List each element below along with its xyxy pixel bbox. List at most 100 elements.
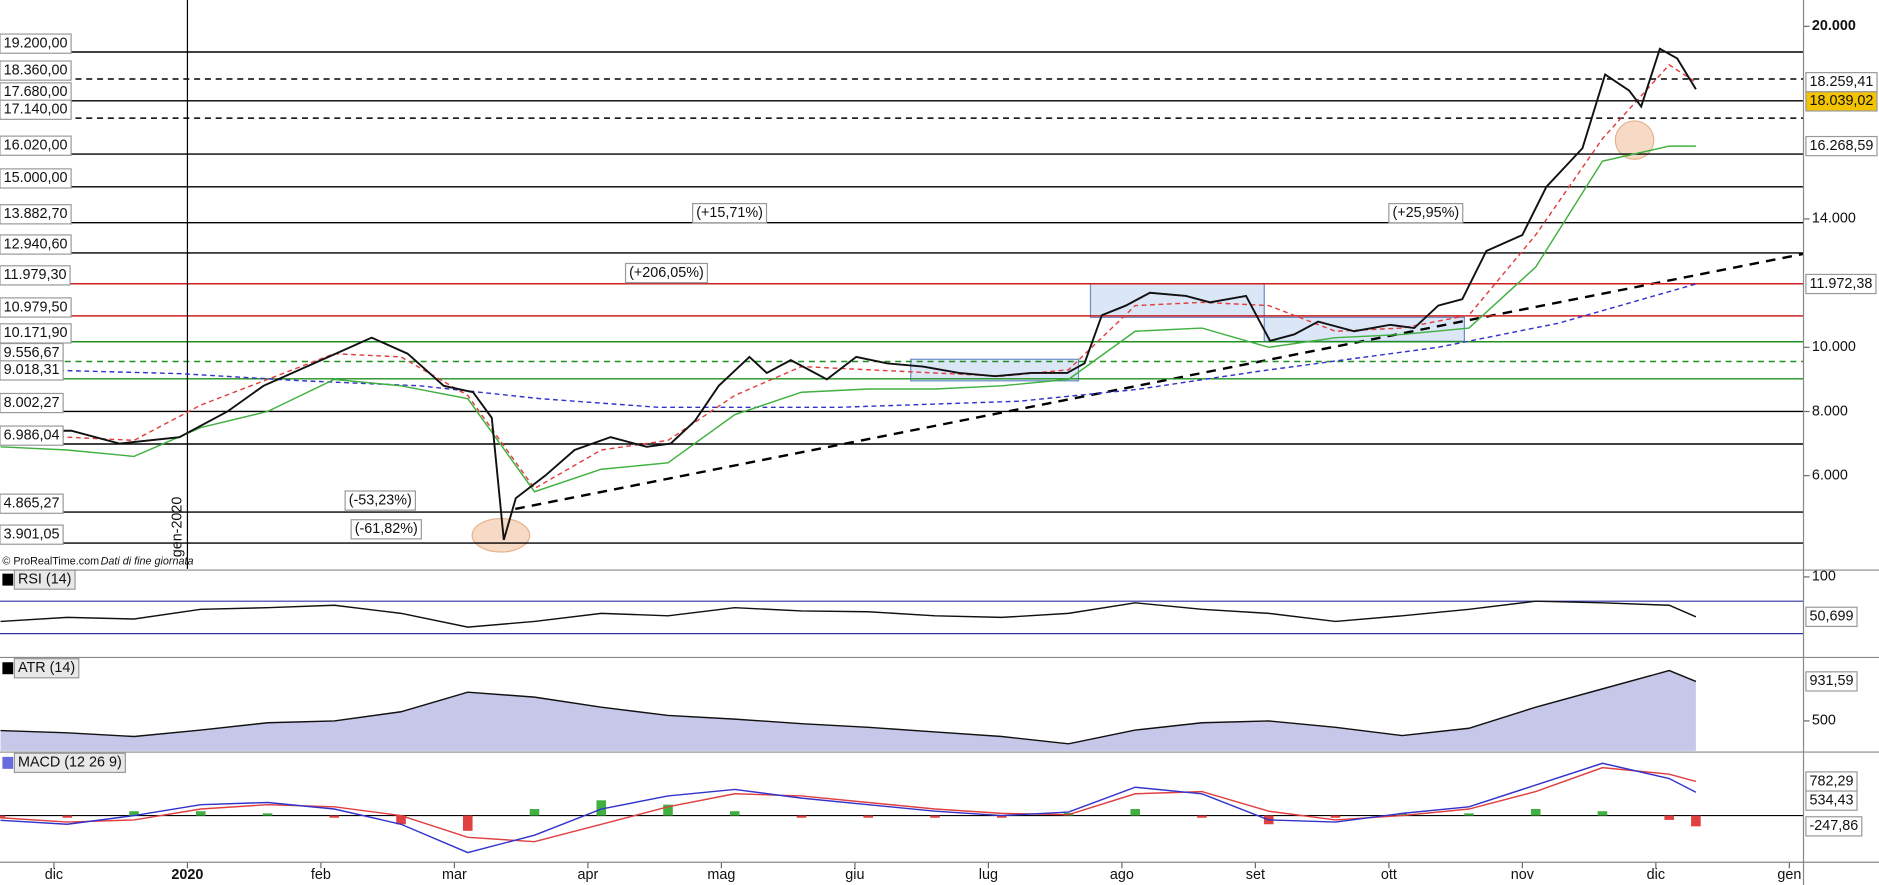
panel-icon bbox=[2, 756, 14, 769]
bar bbox=[1597, 811, 1608, 816]
bar bbox=[329, 815, 340, 818]
last-value-label: 782,29 bbox=[1809, 773, 1853, 789]
annotation-group: (+15,71%) bbox=[692, 202, 768, 224]
level-label-group: 6.986,04 bbox=[0, 425, 64, 446]
last-value-label-group: 11.972,38 bbox=[1805, 273, 1877, 295]
y-tick-label: 14.000 bbox=[1812, 211, 1856, 227]
x-tick-label: mag bbox=[707, 867, 735, 883]
level-label-group: 13.882,70 bbox=[0, 204, 72, 225]
annotation-box bbox=[692, 202, 768, 224]
level-label-box bbox=[0, 60, 72, 81]
bar bbox=[1530, 809, 1541, 816]
bar bbox=[195, 811, 206, 816]
level-label-box bbox=[0, 360, 64, 381]
level-label: 4.865,27 bbox=[4, 496, 60, 512]
level-label: 9.018,31 bbox=[4, 362, 60, 378]
last-value-label: -247,86 bbox=[1809, 818, 1858, 834]
level-label: 18.360,00 bbox=[4, 62, 68, 78]
last-value-label-group: 931,59 bbox=[1805, 671, 1858, 692]
level-label-box bbox=[0, 135, 72, 156]
last-value-label-box bbox=[1805, 606, 1858, 628]
last-value-label: 50,699 bbox=[1809, 609, 1853, 625]
x-tick-label: ago bbox=[1110, 867, 1134, 883]
date-marker-label: gen-2020 bbox=[170, 497, 186, 558]
annotation: (+206,05%) bbox=[629, 265, 704, 281]
panel-title-box bbox=[13, 752, 126, 774]
annotation-box bbox=[350, 519, 422, 540]
level-label-group: 19.200,00 bbox=[0, 33, 72, 54]
level-label-box bbox=[0, 493, 64, 514]
last-value-label-group: 18.259,41 bbox=[1805, 72, 1878, 93]
highlight bbox=[471, 517, 531, 553]
area bbox=[0, 670, 1696, 751]
bar bbox=[1130, 809, 1141, 816]
last-value-label-group: 50,699 bbox=[1805, 606, 1858, 628]
bar bbox=[62, 815, 73, 818]
annotation-box bbox=[344, 490, 416, 511]
bar bbox=[930, 815, 940, 818]
annotation-group: (+206,05%) bbox=[624, 262, 708, 284]
bar bbox=[396, 815, 406, 825]
level-label-group: 15.000,00 bbox=[0, 168, 72, 189]
x-tick-label: nov bbox=[1511, 867, 1535, 883]
level-label-box bbox=[0, 524, 64, 545]
last-value-label: 11.972,38 bbox=[1809, 276, 1872, 292]
line bbox=[0, 145, 1696, 493]
last-value-label-box bbox=[1805, 671, 1858, 692]
bar bbox=[796, 815, 807, 818]
level-label: 17.140,00 bbox=[4, 102, 68, 118]
x-tick-label: apr bbox=[578, 867, 599, 883]
level-label: 3.901,05 bbox=[4, 526, 60, 542]
line bbox=[0, 63, 1697, 490]
x-tick-label: dic bbox=[1647, 867, 1665, 883]
panel-title-box bbox=[13, 658, 80, 679]
bar bbox=[729, 811, 740, 816]
last-value-label-box bbox=[1805, 816, 1863, 837]
level-label-group: 12.940,60 bbox=[0, 234, 72, 255]
bar bbox=[1330, 815, 1341, 818]
level-label-box bbox=[0, 168, 72, 189]
range-box bbox=[1089, 283, 1265, 318]
last-value-label-group: 782,29 bbox=[1805, 771, 1858, 792]
bar bbox=[1397, 813, 1408, 816]
level-label: 12.940,60 bbox=[4, 236, 68, 252]
level-label-box bbox=[0, 297, 72, 318]
last-value-label: 534,43 bbox=[1809, 792, 1853, 808]
level-label-group: 18.360,00 bbox=[0, 60, 72, 81]
annotation: (-53,23%) bbox=[349, 492, 412, 508]
x-tick-label: feb bbox=[311, 867, 331, 883]
source-note: Dati di fine giornata bbox=[101, 556, 194, 568]
trend-line bbox=[515, 252, 1804, 511]
level-label: 9.556,67 bbox=[4, 345, 60, 361]
panel-title: RSI (14) bbox=[18, 571, 71, 587]
level-label: 6.986,04 bbox=[4, 427, 60, 443]
level-label: 15.000,00 bbox=[4, 170, 68, 186]
level-label: 16.020,00 bbox=[4, 138, 68, 154]
last-value-label: 18.039,02 bbox=[1809, 93, 1873, 109]
x-tick-label: lug bbox=[979, 867, 998, 883]
annotation: (-61,82%) bbox=[355, 521, 418, 537]
last-value-label-group: 18.039,02 bbox=[1805, 91, 1878, 112]
level-label-box bbox=[0, 392, 64, 414]
x-tick-label: giu bbox=[845, 867, 864, 883]
last-value-label: 16.268,59 bbox=[1809, 138, 1873, 154]
level-label: 8.002,27 bbox=[4, 395, 60, 411]
level-label: 17.680,00 bbox=[4, 84, 68, 100]
last-value-label-box bbox=[1805, 790, 1858, 811]
line bbox=[0, 47, 1697, 541]
level-label-group: 17.140,00 bbox=[0, 99, 72, 120]
bar bbox=[996, 815, 1007, 818]
annotation-group: (-53,23%) bbox=[344, 490, 416, 511]
bar bbox=[1691, 815, 1701, 827]
bar bbox=[596, 800, 607, 816]
bar bbox=[663, 804, 673, 816]
last-value-label-box bbox=[1805, 135, 1878, 157]
annotation: (+15,71%) bbox=[696, 205, 763, 221]
last-value-label-box bbox=[1805, 273, 1877, 295]
annotation-box bbox=[1388, 202, 1464, 224]
x-tick-label: dic bbox=[45, 867, 63, 883]
y-tick-label: 10.000 bbox=[1812, 339, 1856, 355]
bar bbox=[0, 815, 6, 819]
